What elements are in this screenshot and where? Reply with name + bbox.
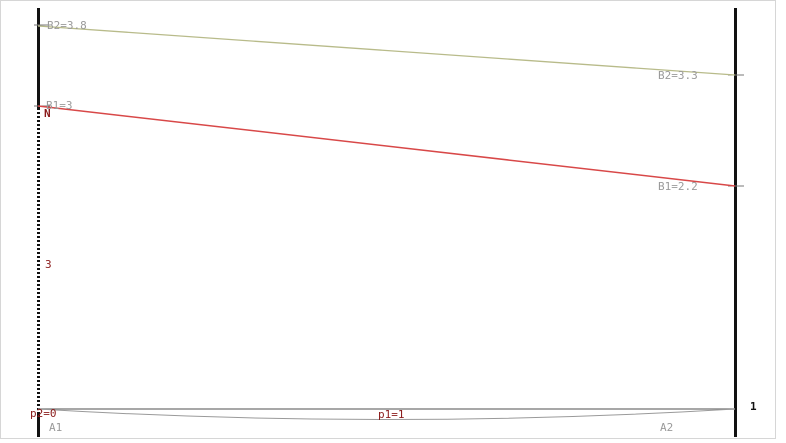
label-p1: p1=1 xyxy=(378,408,405,421)
label-a2: A2 xyxy=(660,421,673,434)
label-n-marker: N xyxy=(44,107,51,120)
label-b2-right: B2=3.3 xyxy=(658,69,698,82)
label-b1-right: B1=2.2 xyxy=(658,180,698,193)
frame-border xyxy=(0,0,776,439)
label-b2-left: B2=3.8 xyxy=(47,19,87,32)
label-mid-value: 3 xyxy=(45,258,52,271)
line-b1 xyxy=(37,105,736,187)
baseline-curve xyxy=(37,408,736,420)
label-p2: p2=0 xyxy=(30,407,57,420)
label-b1-left: B1=3 xyxy=(46,99,73,112)
label-right-index: 1 xyxy=(750,400,757,413)
label-a1: A1 xyxy=(49,421,62,434)
line-b2 xyxy=(37,25,736,76)
